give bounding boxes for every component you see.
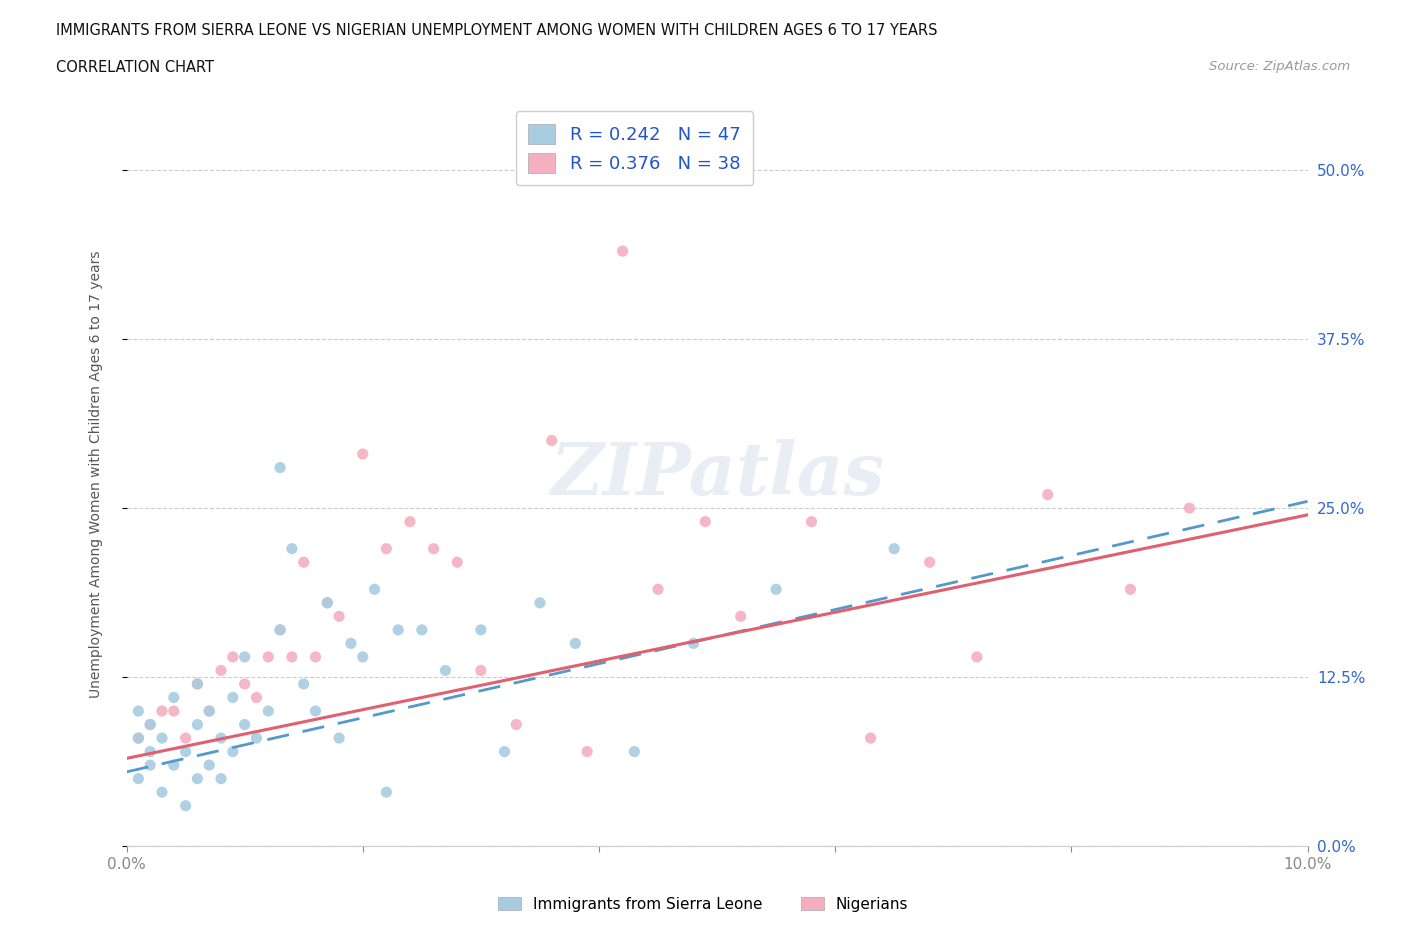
Point: [399, 514, 422, 529]
Point: [281, 649, 304, 664]
Point: [470, 663, 492, 678]
Point: [186, 676, 208, 691]
Point: [233, 717, 256, 732]
Point: [174, 798, 197, 813]
Point: [186, 717, 208, 732]
Point: [257, 649, 280, 664]
Point: [269, 622, 291, 637]
Point: [304, 704, 326, 719]
Point: [363, 582, 385, 597]
Point: [222, 690, 245, 705]
Point: [375, 785, 398, 800]
Text: CORRELATION CHART: CORRELATION CHART: [56, 60, 214, 75]
Text: ZIPatlas: ZIPatlas: [550, 439, 884, 510]
Point: [682, 636, 704, 651]
Point: [494, 744, 516, 759]
Point: [127, 731, 149, 746]
Point: [328, 609, 350, 624]
Point: [434, 663, 457, 678]
Point: [446, 555, 468, 570]
Point: [730, 609, 752, 624]
Point: [150, 785, 173, 800]
Point: [139, 717, 162, 732]
Point: [174, 744, 197, 759]
Point: [612, 244, 634, 259]
Point: [966, 649, 988, 664]
Legend: Immigrants from Sierra Leone, Nigerians: Immigrants from Sierra Leone, Nigerians: [492, 890, 914, 918]
Point: [470, 622, 492, 637]
Point: [352, 446, 374, 461]
Point: [623, 744, 645, 759]
Point: [328, 731, 350, 746]
Point: [292, 555, 315, 570]
Point: [163, 704, 186, 719]
Point: [859, 731, 882, 746]
Point: [245, 731, 267, 746]
Point: [139, 717, 162, 732]
Point: [883, 541, 905, 556]
Point: [198, 704, 221, 719]
Point: [163, 690, 186, 705]
Text: Source: ZipAtlas.com: Source: ZipAtlas.com: [1209, 60, 1350, 73]
Point: [529, 595, 551, 610]
Point: [245, 690, 267, 705]
Point: [564, 636, 586, 651]
Point: [209, 663, 232, 678]
Point: [292, 676, 315, 691]
Point: [186, 676, 208, 691]
Point: [269, 622, 291, 637]
Point: [150, 704, 173, 719]
Point: [540, 433, 562, 448]
Point: [127, 704, 149, 719]
Point: [281, 541, 304, 556]
Point: [316, 595, 339, 610]
Point: [1178, 500, 1201, 515]
Point: [163, 758, 186, 773]
Point: [647, 582, 669, 597]
Point: [186, 771, 208, 786]
Point: [695, 514, 717, 529]
Point: [352, 649, 374, 664]
Point: [375, 541, 398, 556]
Point: [422, 541, 444, 556]
Point: [505, 717, 527, 732]
Point: [304, 649, 326, 664]
Point: [209, 731, 232, 746]
Legend: R = 0.242   N = 47, R = 0.376   N = 38: R = 0.242 N = 47, R = 0.376 N = 38: [516, 112, 754, 185]
Point: [340, 636, 363, 651]
Text: IMMIGRANTS FROM SIERRA LEONE VS NIGERIAN UNEMPLOYMENT AMONG WOMEN WITH CHILDREN : IMMIGRANTS FROM SIERRA LEONE VS NIGERIAN…: [56, 23, 938, 38]
Y-axis label: Unemployment Among Women with Children Ages 6 to 17 years: Unemployment Among Women with Children A…: [89, 250, 103, 698]
Point: [387, 622, 409, 637]
Point: [127, 731, 149, 746]
Point: [411, 622, 433, 637]
Point: [150, 731, 173, 746]
Point: [1119, 582, 1142, 597]
Point: [269, 460, 291, 475]
Point: [127, 771, 149, 786]
Point: [209, 771, 232, 786]
Point: [198, 704, 221, 719]
Point: [139, 744, 162, 759]
Point: [257, 704, 280, 719]
Point: [222, 744, 245, 759]
Point: [316, 595, 339, 610]
Point: [1036, 487, 1059, 502]
Point: [233, 676, 256, 691]
Point: [233, 649, 256, 664]
Point: [222, 649, 245, 664]
Point: [765, 582, 787, 597]
Point: [576, 744, 599, 759]
Point: [174, 731, 197, 746]
Point: [139, 758, 162, 773]
Point: [918, 555, 941, 570]
Point: [800, 514, 823, 529]
Point: [198, 758, 221, 773]
